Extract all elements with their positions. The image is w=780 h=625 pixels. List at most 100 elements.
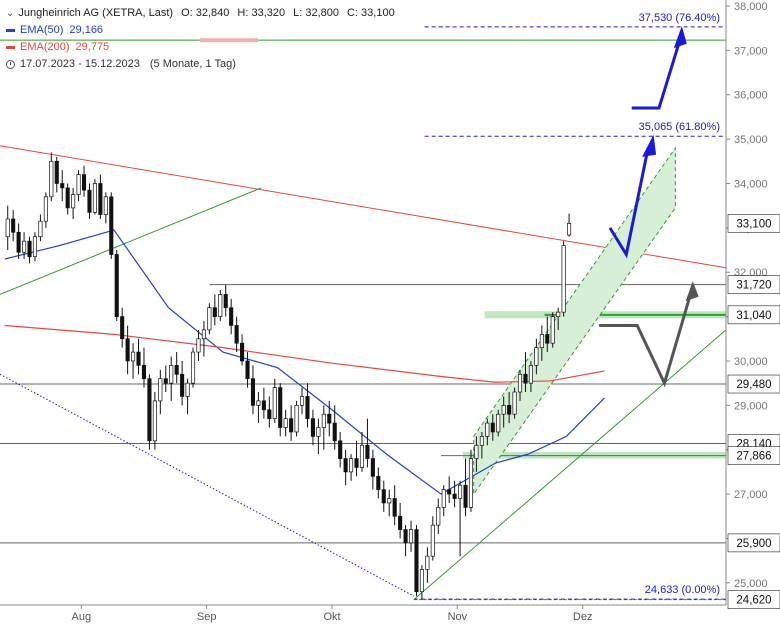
candle-body (479, 436, 484, 446)
level-label: 29,480 (736, 379, 771, 391)
candle-body (261, 400, 266, 411)
candle-body (131, 351, 136, 362)
candle-body (425, 555, 430, 570)
forecast-arrow-2 (631, 36, 683, 110)
legend-ohlc-row: ⌄ Jungheinrich AG (XETRA, Last) O: 32,84… (6, 5, 395, 22)
instrument-name: Jungheinrich AG (XETRA, Last) (18, 7, 174, 19)
candle-body (539, 333, 544, 349)
candle-body (16, 231, 21, 253)
candles (5, 152, 572, 600)
ema50-value: 29,166 (69, 24, 104, 36)
fib-label: 35,065 (61.80%) (639, 121, 720, 133)
downtrend-line (0, 145, 727, 269)
candle-body (490, 422, 495, 433)
chevron-down-icon[interactable]: ⌄ (6, 8, 15, 19)
ema200-legend-highlight (200, 38, 258, 43)
candle-body (430, 524, 435, 557)
candle-body (38, 220, 43, 238)
candle-body (349, 458, 354, 473)
candle-body (321, 413, 326, 428)
candle-body (141, 365, 147, 380)
alternative-arrow (599, 289, 694, 388)
alternative-arrowhead (685, 281, 699, 302)
candle-body (523, 373, 528, 384)
forecast-arrowhead-1 (642, 134, 657, 157)
low-value: L: 32,800 (293, 7, 339, 19)
candle-body (327, 413, 332, 424)
candle-body (212, 307, 217, 317)
candle-body (49, 160, 54, 198)
y-tick-label: 36,000 (734, 90, 768, 102)
candle-body (65, 187, 70, 209)
x-tick-label: Dez (573, 611, 593, 623)
ema200-label: EMA(200) (20, 41, 70, 53)
y-tick-label: 35,000 (734, 134, 768, 146)
candle-body (452, 493, 457, 499)
level-label: 27,866 (736, 451, 771, 463)
candle-body (5, 218, 10, 238)
candle-body (354, 458, 359, 468)
level-label-box (727, 590, 780, 609)
chart-legend: ⌄ Jungheinrich AG (XETRA, Last) O: 32,84… (6, 5, 395, 73)
candle-body (436, 507, 441, 526)
candle-body (359, 444, 365, 468)
candle-body (207, 307, 212, 331)
candle-body (458, 484, 463, 499)
candle-body (32, 236, 38, 258)
ema200-line (4, 324, 605, 383)
y-tick-label: 34,000 (734, 178, 768, 190)
ema-lines (4, 229, 605, 495)
uptrend-line-main (413, 329, 727, 601)
x-tick-label: Okt (323, 611, 340, 623)
candle-body (267, 409, 272, 419)
candle-body (218, 294, 223, 317)
candle-body (22, 240, 27, 253)
candle-body (496, 413, 501, 433)
candle-body (163, 378, 168, 384)
candle-body (447, 489, 452, 495)
y-tick-label: 29,000 (734, 400, 768, 412)
last-price-box (727, 214, 780, 233)
candle-body (387, 498, 392, 504)
candle-body (517, 373, 523, 393)
candle-body (190, 351, 196, 384)
candle-body (403, 529, 408, 544)
candle-body (289, 418, 294, 433)
open-value: O: 32,840 (181, 7, 230, 19)
candle-body (534, 347, 539, 366)
candle-body (441, 489, 446, 508)
candle-body (109, 196, 114, 255)
candle-body (245, 360, 250, 380)
legend-period-row: 17.07.2023 - 15.12.2023 (5 Monate, 1 Tag… (6, 56, 395, 73)
candle-body (229, 307, 234, 326)
period-range: 17.07.2023 - 15.12.2023 (20, 58, 140, 70)
last-price-label: 33,100 (736, 218, 771, 230)
candle-body (71, 194, 76, 209)
candle-body (556, 311, 561, 317)
fib-label: 24,633 (0.00%) (645, 584, 720, 596)
candle-body (299, 396, 305, 406)
uptrend-line-left (0, 187, 262, 295)
level-label: 31,040 (736, 310, 771, 322)
candle-body (305, 396, 310, 419)
level-label-box (727, 446, 780, 465)
candle-body (501, 404, 506, 415)
candle-body (43, 196, 48, 222)
candle-body (545, 333, 550, 344)
candle-body (370, 458, 375, 477)
candle-body (256, 400, 261, 406)
candle-body (512, 391, 517, 415)
candle-body (54, 160, 59, 184)
level-label: 31,720 (736, 280, 771, 292)
legend-ema50-row: EMA(50) 29,166 (6, 22, 395, 39)
candle-body (561, 245, 566, 313)
candle-body (398, 515, 403, 530)
forecast-arrowhead-2 (673, 25, 687, 49)
clock-icon (6, 60, 15, 69)
ema200-swatch (6, 46, 15, 49)
rising-channel (473, 146, 676, 496)
candle-body (365, 444, 370, 459)
y-tick-label: 30,000 (734, 356, 768, 368)
